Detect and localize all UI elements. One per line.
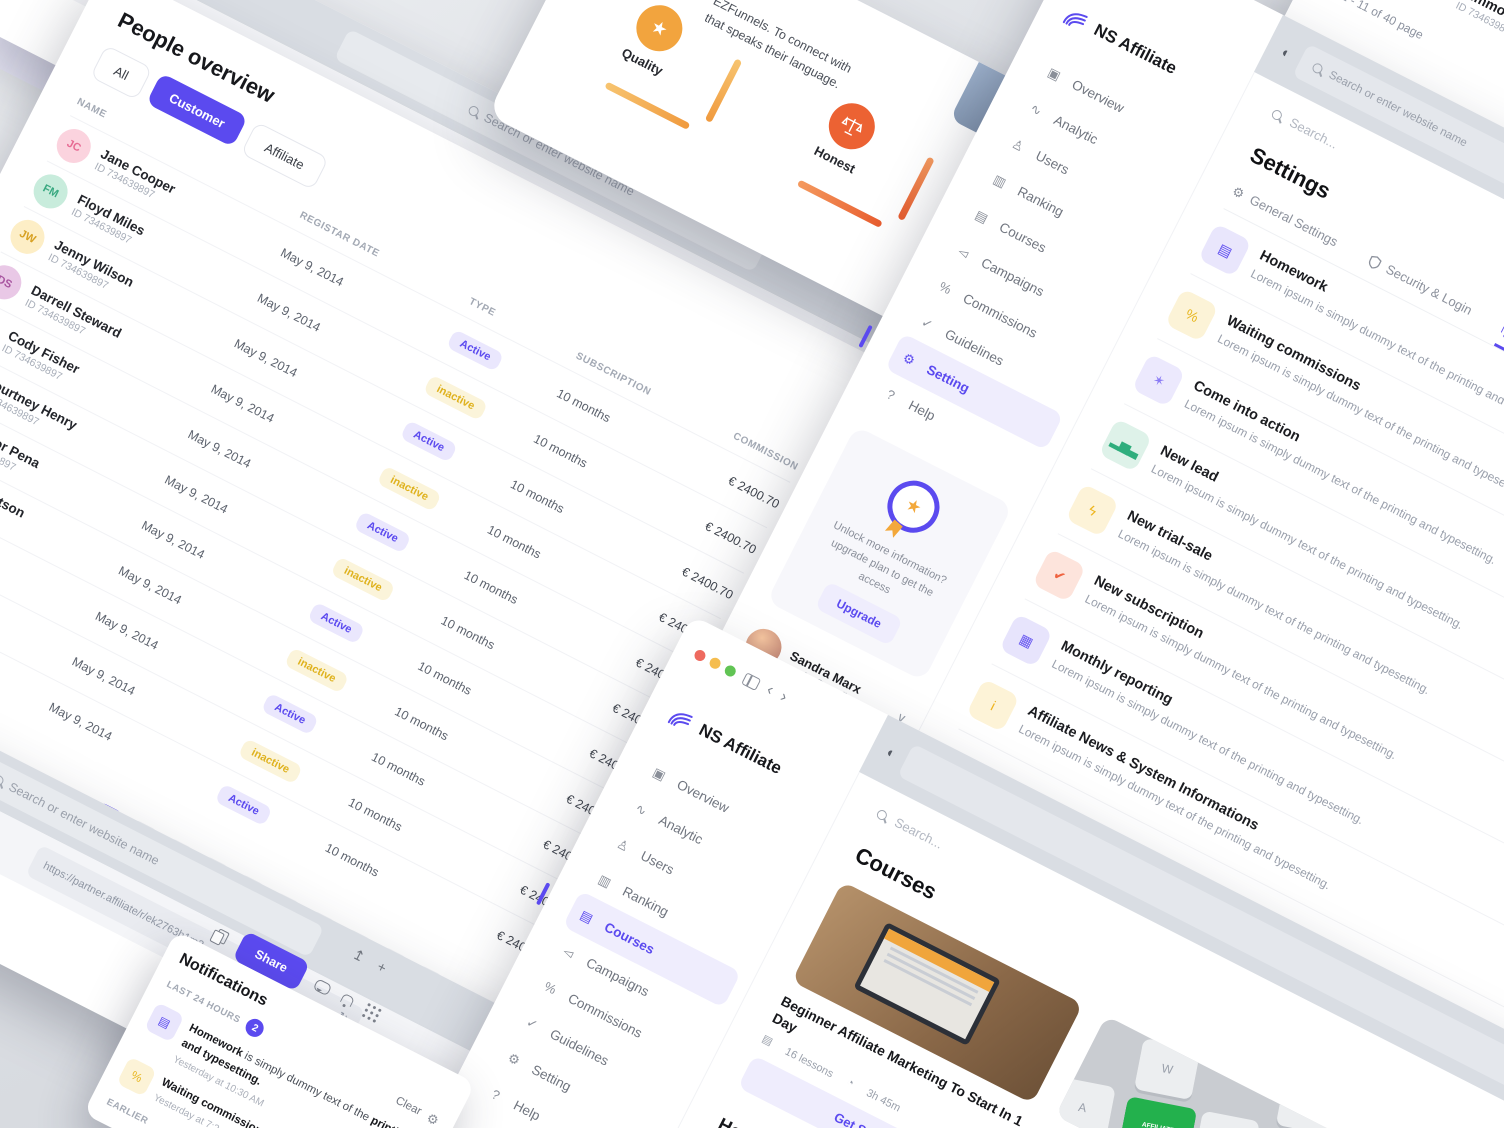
sidebar-item-icon: ◅: [560, 942, 577, 961]
clock-icon: ◔: [844, 1076, 856, 1090]
settings-main: Search... Settings ⚙ General Settings Se…: [912, 71, 1504, 1128]
status-badge: Active: [214, 783, 273, 827]
sidebar-item-icon: ▤: [577, 906, 596, 926]
bell-icon[interactable]: [339, 992, 355, 1008]
sidebar-item-icon: ∿: [1028, 100, 1045, 119]
notification-type-icon: ▦: [999, 613, 1053, 668]
avatar: DS: [0, 259, 28, 306]
sidebar-item-label: Analytic: [1051, 112, 1101, 147]
settings-tabs: ⚙ General Settings Security & Login Noti…: [1223, 183, 1504, 564]
sidebar-item-icon: ▣: [1045, 64, 1064, 83]
sidebar-item-label: Setting: [924, 361, 973, 396]
forward-icon[interactable]: ›: [777, 688, 790, 706]
sidebar-item-icon: ♙: [614, 835, 632, 855]
sidebar-item-icon: %: [936, 278, 955, 297]
notification-type-icon: %: [1164, 288, 1219, 343]
sidebar-item-icon: ▥: [596, 870, 614, 890]
sidebar-item-icon: ✓: [919, 313, 936, 333]
sidebar-item-icon: ▣: [650, 764, 669, 783]
sidebar-item-label: Users: [1033, 147, 1072, 178]
status-badge: Active: [307, 601, 366, 645]
app-sidebar: NS Affiliate ▣ Overview ∿ Analytic: [716, 0, 1254, 743]
status-badge: Active: [446, 329, 505, 372]
course-card[interactable]: Beginner Affiliate Marketing To Start In…: [737, 881, 1084, 1128]
grid-apps-icon[interactable]: [367, 1002, 372, 1007]
search-icon: [1270, 107, 1284, 122]
theme-icon[interactable]: ◐: [884, 743, 899, 762]
search-icon: [0, 773, 5, 787]
tab-security-login[interactable]: Security & Login: [1360, 252, 1475, 329]
gear-icon[interactable]: ⚙: [424, 1109, 442, 1128]
sidebar-item-icon: ?: [884, 385, 898, 403]
search-icon: [466, 104, 481, 118]
affiliate-marketing-key: AFFILIATE MARKETING: [1117, 1096, 1198, 1128]
avatar: JC: [50, 123, 97, 169]
window-controls: [692, 647, 738, 678]
status-badge: Active: [353, 510, 412, 554]
app-logo: NS Affiliate: [1061, 5, 1243, 111]
notification-type-icon: i: [965, 678, 1020, 733]
status-badge: Active: [260, 692, 320, 736]
count-badge: 2: [242, 1016, 268, 1041]
notification-type-icon: ▤: [1197, 223, 1252, 278]
app-sidebar: NS Affiliate ▣ Overview ∿ Analytic: [449, 672, 859, 1128]
sidebar-item-icon: ▤: [972, 206, 991, 226]
notification-type-icon: ϟ: [1065, 483, 1120, 538]
search-placeholder: Search...: [892, 814, 946, 852]
sidebar-item-icon: ◅: [955, 242, 972, 261]
lessons-icon: ▤: [759, 1033, 775, 1049]
promo-card: EZFunnels. To connect with that speaks t…: [487, 0, 1145, 387]
app-logo: NS Affiliate: [666, 705, 848, 811]
avatar: FM: [27, 168, 74, 215]
wifi-logo-icon: [1062, 13, 1088, 26]
wifi-logo-icon: [667, 713, 693, 726]
search-placeholder: Search...: [1287, 114, 1341, 152]
settings-window: ‹ › ◐ Search or enter website name NS Af…: [578, 0, 1504, 1128]
clear-button[interactable]: Clear: [393, 1094, 424, 1118]
app-logo-text: NS Affiliate: [1090, 20, 1180, 79]
chat-icon[interactable]: [312, 978, 333, 997]
sidebar-item-icon: ♙: [1009, 135, 1027, 155]
theme-icon[interactable]: ◐: [1279, 43, 1294, 62]
maximize-icon[interactable]: [723, 663, 738, 678]
shield-icon: [1368, 255, 1382, 268]
app-logo-text: NS Affiliate: [695, 720, 785, 779]
sidebar-item-label: Help: [906, 397, 938, 424]
medal-icon: ★: [878, 471, 949, 542]
copy-icon[interactable]: [214, 927, 231, 945]
gear-icon: ⚙: [1229, 183, 1247, 202]
courses-window: ‹ › ◐ NS Affiliate ▣ Overvie: [410, 615, 1504, 1128]
avatar: JW: [4, 214, 51, 260]
sidebar-item-icon: %: [541, 978, 560, 997]
search-icon: [875, 807, 889, 822]
sidebar-item-label: Analytic: [656, 812, 706, 847]
status-badge: Active: [399, 419, 458, 463]
sidebar-toggle-icon[interactable]: [741, 671, 762, 691]
close-icon[interactable]: [692, 647, 708, 663]
sidebar-item-icon: ∿: [633, 800, 650, 819]
notification-type-icon: ✶: [1131, 353, 1186, 408]
scales-icon: [820, 95, 883, 158]
sidebar-item-icon: ▥: [991, 170, 1009, 190]
sidebar-item-icon: ⚙: [900, 349, 918, 368]
minimize-icon[interactable]: [707, 655, 723, 671]
back-icon[interactable]: ‹: [763, 681, 777, 699]
filter-all[interactable]: All: [89, 44, 154, 101]
sidebar-item-icon: ✓: [524, 1013, 541, 1033]
sidebar-item-label: Users: [638, 847, 677, 878]
notification-icon: ▤: [144, 1002, 185, 1043]
notification-type-icon: ✔: [1032, 548, 1087, 603]
honest-tile: Honest: [744, 68, 937, 230]
notification-icon: %: [116, 1056, 158, 1097]
search-icon: [1311, 61, 1325, 76]
notification-type-icon: ▂▅▃: [1098, 418, 1153, 473]
